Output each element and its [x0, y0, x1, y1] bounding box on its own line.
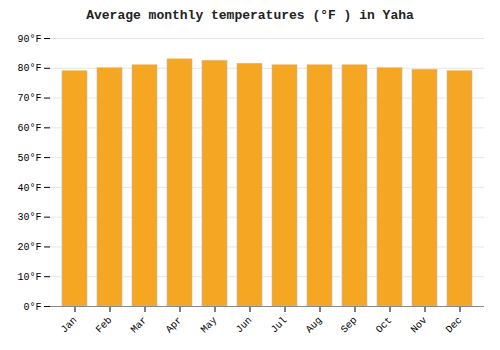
svg-text:60°F: 60°F — [17, 123, 41, 134]
svg-text:30°F: 30°F — [17, 212, 41, 223]
svg-text:Nov: Nov — [409, 315, 430, 336]
svg-text:Jan: Jan — [59, 315, 80, 336]
svg-text:Dec: Dec — [444, 315, 465, 336]
svg-text:Jul: Jul — [269, 315, 290, 336]
html-text:Average monthly temperatures (: Average monthly temperatures (°F ) in Ya… — [86, 8, 414, 23]
svg-text:80°F: 80°F — [17, 63, 41, 74]
svg-text:Aug: Aug — [304, 315, 325, 336]
svg-text:Sep: Sep — [339, 315, 360, 336]
svg-text:70°F: 70°F — [17, 93, 41, 104]
svg-text:May: May — [199, 315, 220, 336]
svg-text:Mar: Mar — [129, 315, 150, 336]
svg-text:90°F: 90°F — [17, 34, 41, 45]
svg-text:20°F: 20°F — [17, 242, 41, 253]
svg-text:10°F: 10°F — [17, 272, 41, 283]
svg-text:Oct: Oct — [374, 315, 395, 336]
svg-text:40°F: 40°F — [17, 183, 41, 194]
svg-text:Apr: Apr — [164, 315, 185, 336]
svg-text:Feb: Feb — [94, 315, 115, 336]
svg-text:Jun: Jun — [234, 315, 255, 336]
svg-text:50°F: 50°F — [17, 153, 41, 164]
svg-text:0°F: 0°F — [23, 302, 41, 313]
